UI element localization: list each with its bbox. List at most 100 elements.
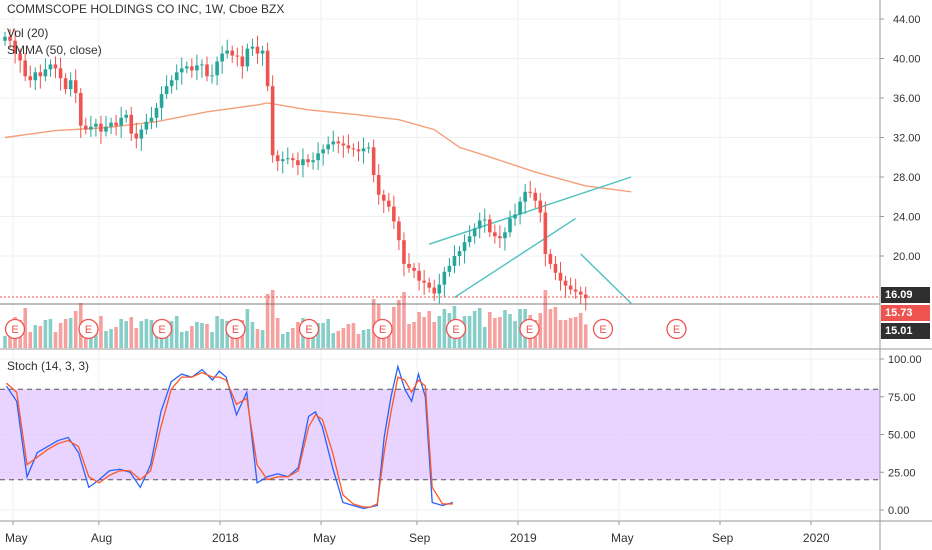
volume-bar (432, 322, 437, 348)
earnings-marker (298, 318, 320, 340)
candle-body (124, 114, 128, 118)
volume-bar (467, 316, 472, 348)
candle-body (498, 236, 502, 239)
volume-bar (366, 329, 371, 348)
candle-body (553, 263, 558, 273)
volume-bar (149, 320, 154, 348)
candle-body (215, 61, 219, 76)
trendline (454, 217, 577, 299)
candle-body (139, 129, 144, 139)
candle-body (94, 123, 98, 127)
earnings-marker-label: E (158, 324, 165, 336)
candle-body (84, 125, 88, 130)
volume-bar (563, 320, 568, 348)
candle-body (316, 153, 320, 161)
price-tick-label: 24.00 (893, 212, 921, 224)
stoch-tick-label: 0.00 (888, 505, 909, 517)
candle-body (73, 80, 78, 94)
candle-body (164, 86, 169, 95)
candle-body (190, 66, 194, 71)
candle-body (306, 159, 310, 163)
volume-bar (442, 309, 447, 348)
symbol-title: COMMSCOPE HOLDINGS CO INC, 1W, Cboe BZX (7, 2, 285, 16)
candle-body (583, 294, 588, 299)
volume-bar (129, 317, 134, 348)
candle-body (225, 50, 229, 54)
candle-body (331, 141, 336, 145)
volume-bar (114, 327, 118, 348)
volume-bar (119, 319, 123, 348)
volume-bar (417, 312, 421, 348)
candle-body (99, 123, 103, 132)
time-tick-label: Sep (409, 531, 431, 545)
volume-bar (3, 336, 7, 348)
candle-body (407, 263, 411, 268)
candle-body (185, 66, 189, 69)
candle-body (437, 284, 442, 294)
earnings-marker-label: E (599, 324, 606, 336)
volume-bar (8, 329, 12, 348)
earnings-marker-label: E (379, 324, 386, 336)
candle-body (452, 256, 457, 266)
volume-bar (275, 318, 280, 348)
stoch-band (0, 389, 880, 480)
stoch-indicator-label[interactable]: Stoch (14, 3, 3) (7, 359, 90, 373)
volume-bar (568, 318, 573, 348)
candle-body (422, 280, 426, 283)
candle-body (114, 122, 118, 126)
earnings-marker (151, 318, 173, 340)
trendline (580, 253, 632, 304)
price-tick-label: 28.00 (893, 172, 921, 184)
volume-bar (210, 332, 214, 348)
candle-body (538, 200, 543, 213)
price-tick-label: 44.00 (893, 14, 921, 26)
candle-body (169, 80, 174, 87)
volume-bar (250, 322, 255, 348)
volume-bar (291, 328, 295, 348)
volume-bar (538, 313, 543, 348)
stoch-tick-label: 75.00 (888, 392, 916, 404)
volume-bar (331, 333, 336, 348)
candle-body (89, 126, 93, 130)
volume-bar (326, 319, 330, 348)
volume-bar (427, 311, 431, 348)
candle-body (179, 68, 184, 73)
candle-body (387, 200, 391, 207)
volume-bar (205, 324, 209, 348)
candle-body (78, 93, 83, 126)
earnings-marker (78, 318, 99, 340)
candle-body (578, 291, 583, 295)
candle-body (548, 254, 553, 264)
candle-body (195, 65, 199, 71)
volume-bar (109, 329, 113, 348)
candle-body (477, 220, 482, 229)
time-tick-label: 2019 (510, 531, 537, 545)
earnings-marker (445, 318, 467, 340)
candle-body (58, 68, 63, 79)
candle-body (33, 72, 38, 81)
candle-body (205, 64, 209, 77)
candle-body (482, 219, 487, 221)
candle-body (326, 144, 330, 150)
volume-bar (174, 316, 179, 348)
time-tick-label: 2018 (212, 531, 239, 545)
earnings-marker-label: E (673, 324, 680, 336)
volume-bar (371, 299, 376, 348)
price-tick-label: 32.00 (893, 133, 921, 145)
volume-bar (235, 332, 240, 348)
candle-body (376, 175, 381, 195)
volume-bar (73, 311, 78, 348)
volume-bar (336, 331, 341, 348)
volume-bar (230, 331, 235, 348)
earnings-marker (666, 318, 687, 340)
volume-bar (28, 332, 33, 348)
volume-bar (472, 311, 477, 348)
volume-bar (341, 328, 346, 348)
volume-bar (351, 323, 356, 348)
smma-indicator-label[interactable]: SMMA (50, close) (7, 43, 102, 57)
earnings-marker-label: E (85, 324, 92, 336)
candle-body (3, 36, 7, 41)
volume-indicator-label[interactable]: Vol (20) (7, 26, 49, 40)
candle-body (245, 48, 250, 67)
